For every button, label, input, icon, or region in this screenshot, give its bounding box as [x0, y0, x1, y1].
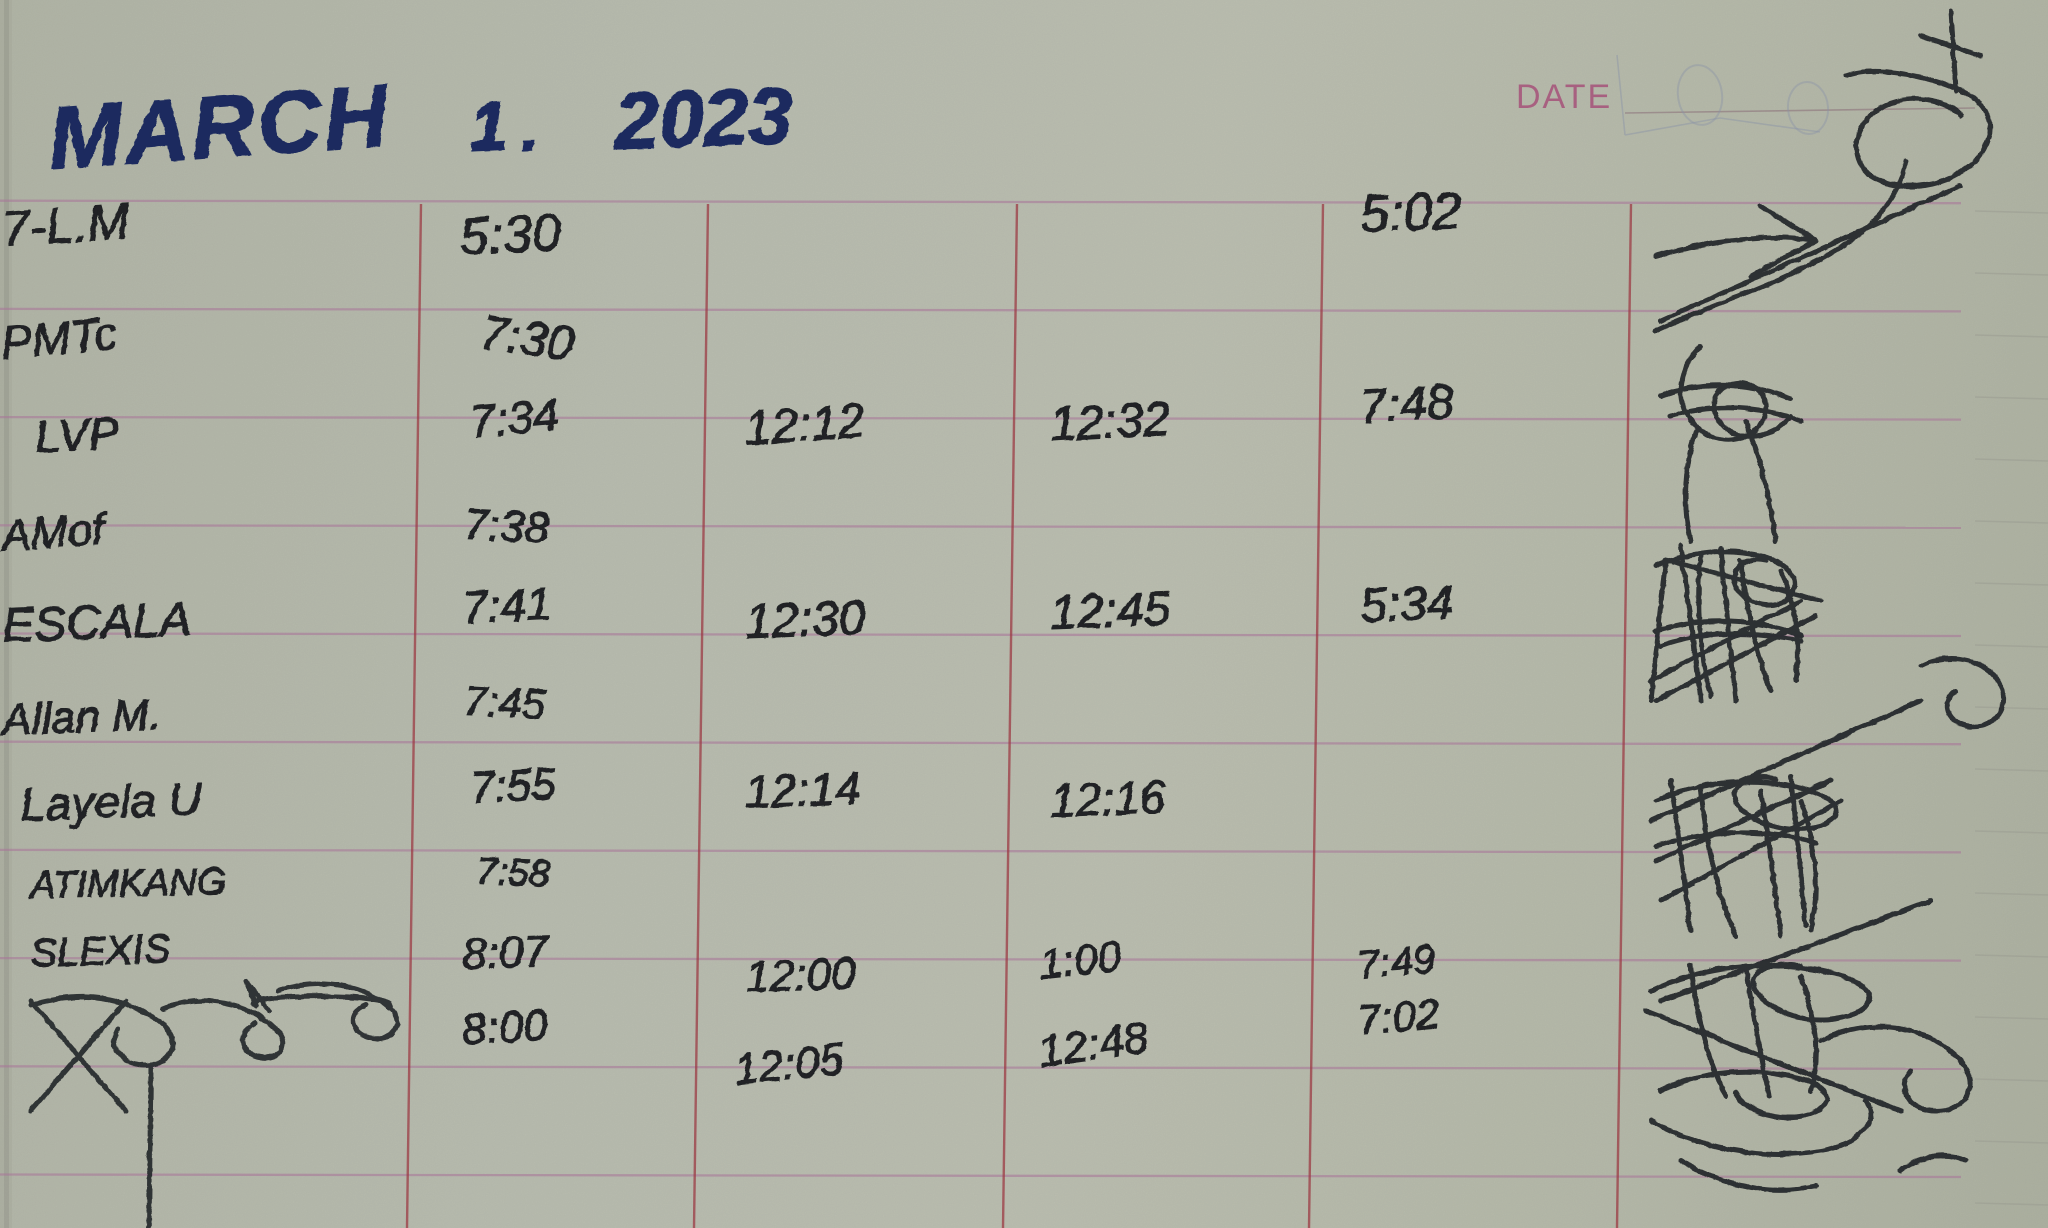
svg-text:12:14: 12:14 [744, 761, 861, 817]
svg-text:12:16: 12:16 [1049, 770, 1166, 826]
svg-text:.: . [518, 88, 540, 165]
svg-text:DATE: DATE [1516, 78, 1612, 116]
svg-text:ESCALA: ESCALA [1, 592, 192, 652]
svg-text:1: 1 [467, 87, 509, 165]
svg-text:7:48: 7:48 [1358, 375, 1454, 433]
svg-text:12:00: 12:00 [744, 948, 856, 1001]
svg-text:7:49: 7:49 [1355, 936, 1436, 987]
svg-text:7:34: 7:34 [466, 387, 560, 447]
svg-text:PMTc: PMTc [0, 306, 118, 368]
svg-text:ATIMKANG: ATIMKANG [27, 861, 225, 906]
svg-text:Allan M.: Allan M. [0, 689, 161, 744]
svg-text:8:00: 8:00 [460, 1001, 549, 1054]
svg-text:LVP: LVP [33, 406, 120, 462]
svg-text:7:58: 7:58 [475, 850, 550, 895]
svg-text:SLEXIS: SLEXIS [29, 926, 171, 975]
svg-text:7:02: 7:02 [1355, 989, 1441, 1043]
svg-text:12:30: 12:30 [744, 591, 866, 648]
svg-text:5:02: 5:02 [1358, 181, 1461, 242]
svg-text:8:07: 8:07 [461, 926, 550, 978]
svg-text:12:45: 12:45 [1049, 582, 1171, 639]
svg-text:2023: 2023 [610, 70, 793, 165]
svg-text:Layela U: Layela U [19, 772, 203, 830]
svg-text:12:12: 12:12 [742, 394, 866, 455]
svg-text:AMof: AMof [0, 504, 110, 561]
svg-text:7:45: 7:45 [462, 676, 547, 727]
svg-text:5:34: 5:34 [1359, 576, 1454, 632]
svg-text:7:38: 7:38 [461, 499, 550, 552]
svg-text:7:41: 7:41 [460, 576, 552, 633]
svg-text:7-L.M: 7-L.M [0, 192, 131, 257]
svg-text:12:32: 12:32 [1048, 392, 1171, 451]
svg-text:5:30: 5:30 [458, 203, 562, 266]
svg-text:1:00: 1:00 [1036, 932, 1123, 987]
svg-text:7:55: 7:55 [468, 759, 557, 812]
